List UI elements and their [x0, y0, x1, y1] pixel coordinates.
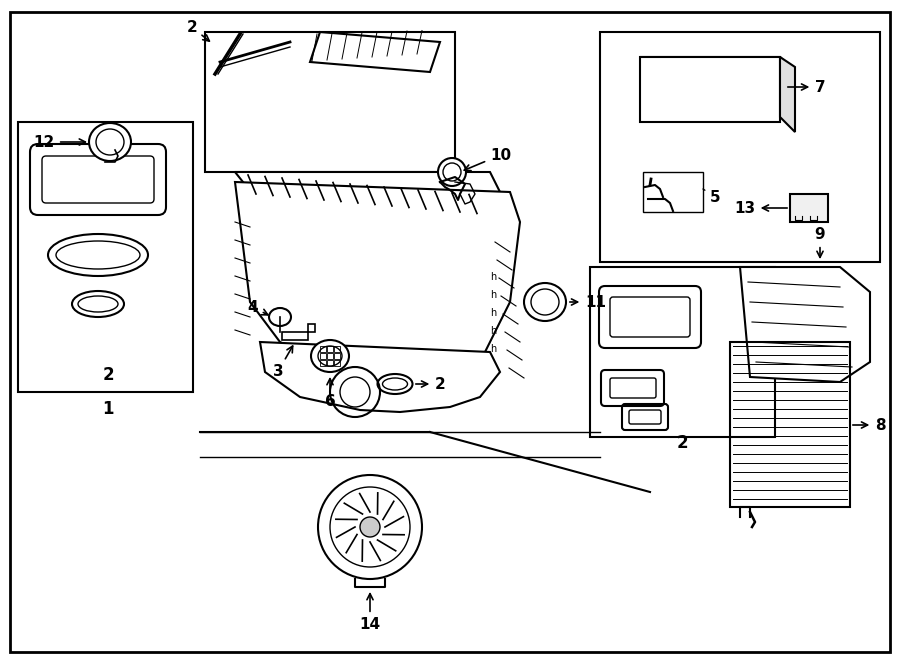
Text: h: h: [490, 290, 496, 300]
Bar: [320, 353, 326, 359]
Polygon shape: [260, 342, 500, 412]
Polygon shape: [640, 57, 780, 122]
Bar: [730, 342, 850, 507]
Circle shape: [318, 475, 422, 579]
Text: 2: 2: [103, 366, 113, 384]
Polygon shape: [740, 267, 870, 382]
Bar: [643, 172, 703, 212]
Ellipse shape: [438, 158, 466, 186]
Bar: [327, 360, 333, 366]
Text: 10: 10: [464, 148, 511, 171]
Text: 11: 11: [570, 295, 606, 310]
Polygon shape: [235, 172, 500, 232]
Bar: [790, 194, 828, 222]
Text: 3: 3: [273, 346, 292, 379]
Bar: [327, 353, 333, 359]
Bar: [334, 360, 340, 366]
Text: h: h: [490, 272, 496, 282]
Text: 5: 5: [703, 189, 721, 205]
Text: 2: 2: [676, 434, 688, 452]
Ellipse shape: [311, 340, 349, 372]
Text: 2: 2: [186, 19, 210, 41]
Text: 13: 13: [734, 201, 788, 216]
Polygon shape: [640, 57, 795, 72]
Text: 7: 7: [788, 79, 825, 95]
Bar: [205, 32, 455, 172]
Text: 8: 8: [853, 418, 886, 432]
Bar: [590, 267, 775, 437]
Polygon shape: [235, 182, 520, 377]
Bar: [334, 353, 340, 359]
Text: 12: 12: [34, 134, 86, 150]
Text: 4: 4: [248, 299, 268, 315]
Text: h: h: [490, 344, 496, 354]
Text: 9: 9: [814, 227, 825, 258]
Bar: [327, 346, 333, 352]
Bar: [18, 122, 193, 392]
Bar: [320, 346, 326, 352]
Polygon shape: [780, 57, 795, 132]
Text: h: h: [490, 326, 496, 336]
Text: h: h: [490, 308, 496, 318]
Text: 6: 6: [325, 379, 336, 409]
Text: 14: 14: [359, 594, 381, 632]
Bar: [334, 346, 340, 352]
Text: 1: 1: [103, 400, 113, 418]
Circle shape: [360, 517, 380, 537]
Bar: [320, 360, 326, 366]
Bar: [600, 32, 880, 262]
Ellipse shape: [89, 123, 131, 161]
Ellipse shape: [524, 283, 566, 321]
Text: 2: 2: [416, 377, 446, 391]
